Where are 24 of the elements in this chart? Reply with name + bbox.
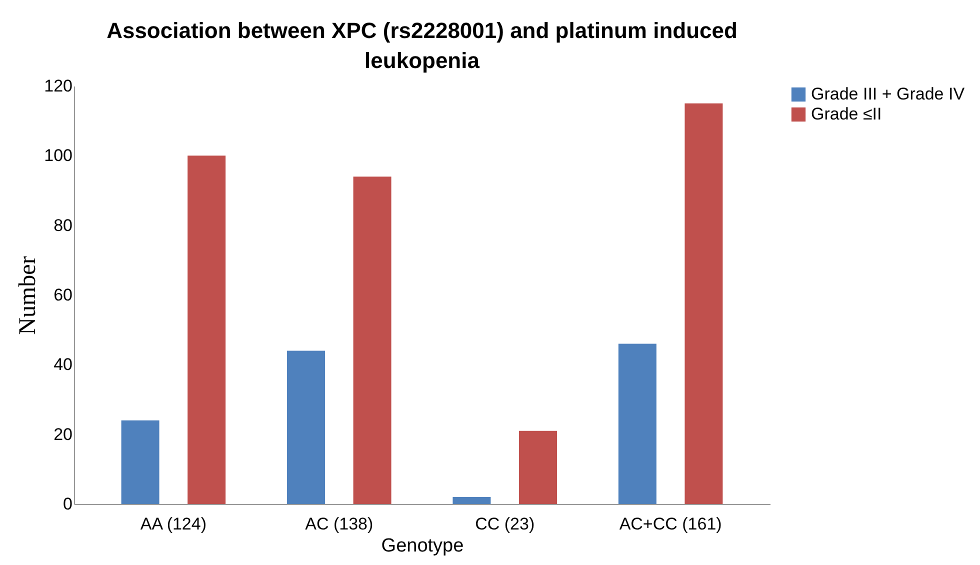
- x-tick-label: AA (124): [140, 514, 207, 534]
- y-tick-label: 60: [54, 286, 72, 304]
- bar: [188, 156, 226, 504]
- legend-label: Grade ≤II: [811, 104, 882, 124]
- y-tick-label: 100: [44, 146, 72, 166]
- bar: [519, 430, 557, 504]
- bar: [353, 176, 392, 504]
- x-tick-label: CC (23): [475, 514, 535, 534]
- y-tick-label: 20: [54, 424, 72, 444]
- bar: [684, 103, 723, 504]
- legend-label: Grade III + Grade IV: [811, 84, 966, 104]
- y-tick-label: 0: [63, 494, 72, 514]
- x-tick-label: AC+CC (161): [619, 514, 722, 534]
- bar: [287, 350, 325, 504]
- bar: [121, 420, 160, 504]
- y-tick-label: 80: [54, 216, 72, 235]
- y-axis-title: Number: [15, 256, 42, 335]
- x-tick-label: AC (138): [305, 514, 374, 534]
- x-axis-title: Genotype: [381, 536, 464, 556]
- bar: [452, 497, 491, 504]
- y-tick-label: 120: [44, 76, 72, 96]
- bar: [618, 344, 656, 504]
- chart-title: Association between XPC (rs2228001) and platinum induced leukopenia: [106, 18, 738, 73]
- y-tick-label: 40: [54, 355, 72, 374]
